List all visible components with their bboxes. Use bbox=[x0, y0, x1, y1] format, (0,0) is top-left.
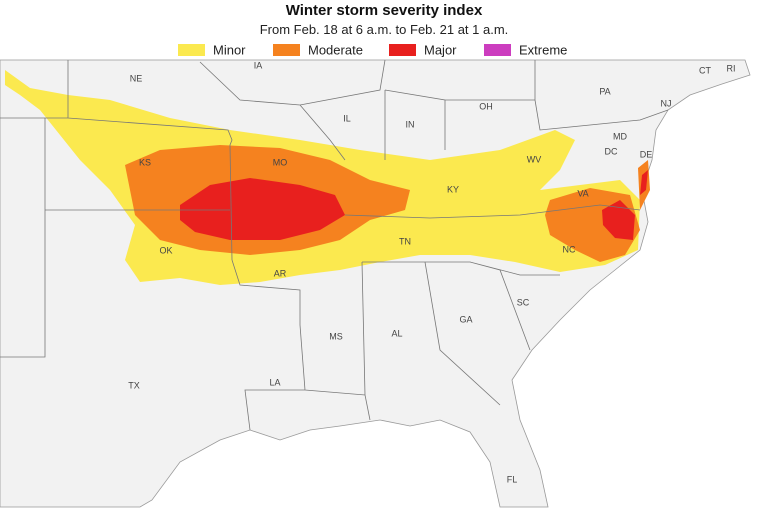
state-label: GA bbox=[459, 314, 472, 324]
legend-swatch bbox=[273, 44, 300, 56]
state-label: WV bbox=[527, 154, 542, 164]
state-label: DE bbox=[640, 149, 653, 159]
state-label: LA bbox=[269, 377, 280, 387]
state-label: TN bbox=[399, 236, 411, 246]
state-label: NC bbox=[563, 244, 576, 254]
state-label: MO bbox=[273, 157, 288, 167]
title: Winter storm severity index bbox=[285, 2, 483, 19]
state-labels: NE IA IL IN OH PA CT RI NJ MD DC DE WV K… bbox=[128, 60, 735, 484]
state-label: KS bbox=[139, 157, 151, 167]
legend-swatch bbox=[484, 44, 511, 56]
legend-label: Extreme bbox=[519, 42, 567, 57]
state-label: RI bbox=[727, 63, 736, 73]
state-label: MD bbox=[613, 131, 627, 141]
state-label: OH bbox=[479, 101, 493, 111]
state-label: MS bbox=[329, 331, 343, 341]
state-label: OK bbox=[159, 245, 172, 255]
border bbox=[0, 59, 669, 431]
state-label: PA bbox=[599, 86, 610, 96]
state-label: AL bbox=[391, 328, 402, 338]
state-label: IL bbox=[343, 113, 351, 123]
legend: Minor Moderate Major Extreme bbox=[178, 42, 567, 57]
state-label: CT bbox=[699, 65, 711, 75]
state-label: IN bbox=[406, 119, 415, 129]
state-label: DC bbox=[605, 146, 618, 156]
major-area bbox=[180, 170, 648, 240]
state-label: FL bbox=[507, 474, 518, 484]
state-label: AR bbox=[274, 268, 287, 278]
state-label: SC bbox=[517, 297, 530, 307]
state-label: NE bbox=[130, 73, 143, 83]
state-label: IA bbox=[254, 60, 263, 70]
state-label: KY bbox=[447, 184, 459, 194]
state-label: VA bbox=[577, 188, 588, 198]
state-borders bbox=[0, 59, 669, 431]
legend-label: Moderate bbox=[308, 42, 363, 57]
legend-swatch bbox=[389, 44, 416, 56]
legend-label: Major bbox=[424, 42, 457, 57]
severity bbox=[5, 70, 650, 285]
legend-label: Minor bbox=[213, 42, 246, 57]
state-label: TX bbox=[128, 380, 140, 390]
state-label: NJ bbox=[661, 98, 672, 108]
legend-swatch bbox=[178, 44, 205, 56]
subtitle: From Feb. 18 at 6 a.m. to Feb. 21 at 1 a… bbox=[259, 22, 509, 37]
